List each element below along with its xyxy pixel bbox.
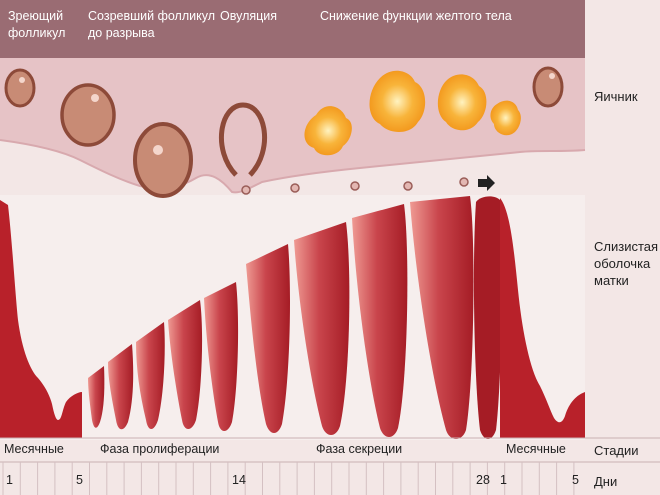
day-label: 5 <box>76 473 83 487</box>
label-ovary: Яичник <box>594 89 638 104</box>
mucosa-columns <box>88 196 474 439</box>
stage-menses-end: Месячные <box>506 442 566 456</box>
label-maturing-follicle: Зреющий фолликул <box>8 9 66 40</box>
follicle-3 <box>133 122 193 198</box>
day-label: 5 <box>572 473 579 487</box>
ovary-band-edge <box>0 139 586 194</box>
stage-secretion: Фаза секреции <box>316 442 403 456</box>
egg-cells <box>241 177 469 195</box>
label-ovulation: Овуляция <box>220 9 278 23</box>
ruptured-follicle <box>219 102 267 177</box>
follicle-1 <box>4 68 36 108</box>
mucosa-last-column <box>473 196 503 439</box>
stage-menses-start: Месячные <box>4 442 64 456</box>
follicle-2 <box>60 83 116 147</box>
label-mature-follicle: Созревший фолликул до разрыва <box>88 9 215 40</box>
corpus-luteum <box>304 70 521 156</box>
day-grid <box>2 462 575 495</box>
stage-proliferation: Фаза пролиферации <box>100 442 220 456</box>
mucosa-menses-end <box>500 198 585 438</box>
side-label-column <box>585 58 660 438</box>
day-label: 28 <box>476 473 490 487</box>
label-days: Дни <box>594 474 618 489</box>
day-label: 14 <box>232 473 246 487</box>
label-corpus-luteum-decline: Снижение функции желтого тела <box>320 9 512 23</box>
header-band <box>0 0 585 58</box>
day-label: 1 <box>500 473 507 487</box>
mucosa-menses-start <box>0 200 82 438</box>
follicle-new <box>532 66 564 108</box>
label-stages: Стадии <box>594 443 639 458</box>
day-label: 1 <box>6 473 13 487</box>
egg-arrow-icon <box>478 175 495 191</box>
label-uterine-mucosa: Слизистая оболочка матки <box>594 239 659 288</box>
